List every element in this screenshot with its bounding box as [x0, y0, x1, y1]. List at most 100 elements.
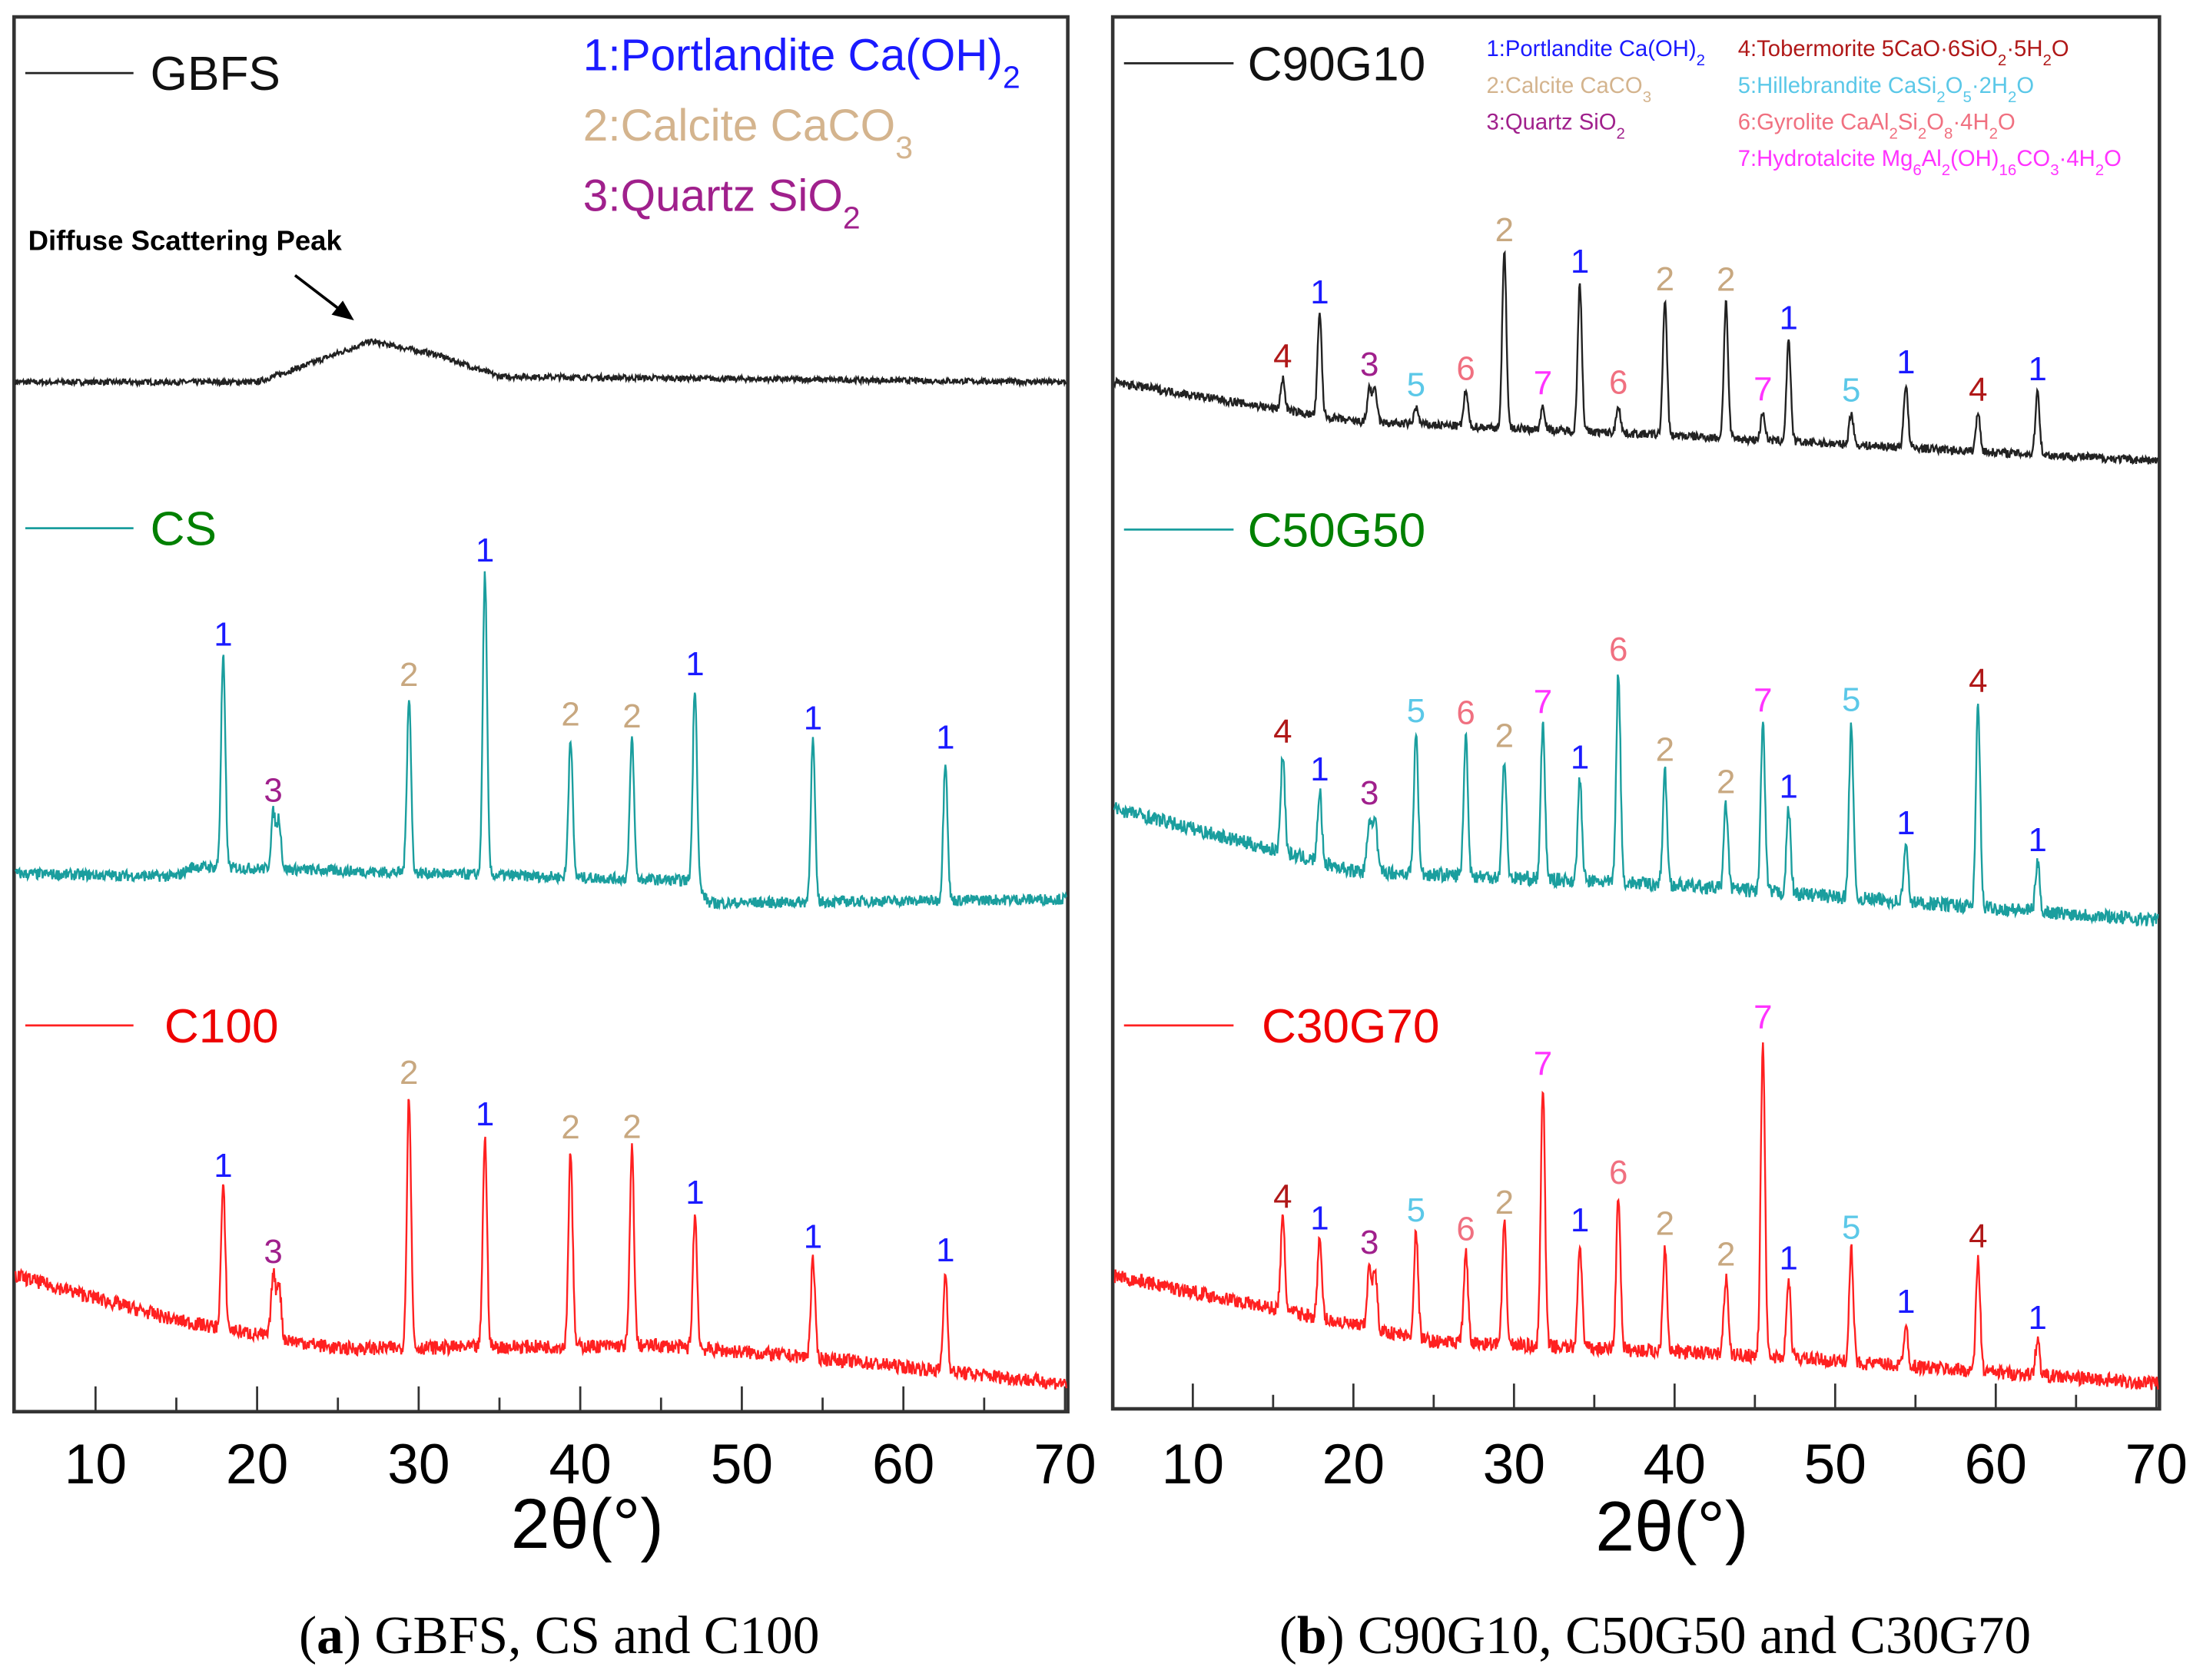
peak-label: 6 — [1456, 350, 1475, 388]
peak-label: 6 — [1609, 364, 1627, 402]
peak-label: 1 — [1571, 1201, 1589, 1239]
peak-label: 6 — [1456, 1211, 1475, 1248]
legend-subscript: 2 — [1998, 51, 2006, 69]
peak-label: 5 — [1842, 1208, 1860, 1246]
peak-label: 1 — [476, 532, 494, 569]
peak-label: 2 — [1656, 1205, 1674, 1243]
series-line-c90g10 — [1113, 250, 2159, 466]
peak-label: 1 — [1896, 343, 1915, 381]
peak-label: 4 — [1273, 338, 1292, 376]
legend-text: O — [1926, 110, 1944, 134]
series-line-c30g70 — [1113, 1042, 2159, 1390]
x-tick-label: 50 — [711, 1433, 773, 1496]
annotation-arrow — [294, 274, 354, 320]
x-tick-label: 20 — [226, 1433, 288, 1496]
series-legend-label: CS — [151, 503, 217, 556]
peak-label: 1 — [476, 1095, 494, 1133]
peak-label: 1 — [1896, 804, 1915, 842]
series-legend-label: C50G50 — [1248, 504, 1426, 557]
x-tick-label: 30 — [387, 1433, 450, 1496]
legend-text: CO — [2016, 147, 2050, 171]
legend-text: 3:Quartz SiO — [1486, 110, 1616, 134]
panel-a: 10 20 30 40 50 60 701:Portlandite Ca(OH)22:Cal… — [12, 15, 1097, 1496]
peak-label: 1 — [936, 1231, 954, 1269]
phase-legend-entry: 7:Hydrotalcite Mg6Al2(OH)16CO3·4H2O — [1738, 147, 2122, 179]
peak-label: 7 — [1534, 365, 1552, 403]
legend-text: 5:Hillebrandite CaSi — [1738, 74, 1937, 98]
peak-label: 5 — [1407, 1191, 1425, 1229]
legend-subscript: 2 — [2008, 88, 2016, 105]
peak-label: 1 — [1780, 1239, 1798, 1277]
caption-a-label: a — [317, 1606, 343, 1665]
peak-label: 1 — [804, 1218, 822, 1256]
legend-text: 1:Portlandite Ca(OH) — [1486, 37, 1696, 61]
legend-subscript: 3 — [1643, 88, 1651, 105]
legend-text: 3:Quartz SiO — [583, 171, 843, 220]
legend-subscript: 2 — [1936, 88, 1945, 105]
peak-label: 1 — [1896, 1283, 1915, 1320]
legend-subscript: 2 — [1918, 124, 1926, 142]
peak-label: 7 — [1534, 684, 1552, 721]
legend-text: 7:Hydrotalcite Mg — [1738, 147, 1913, 171]
peak-label: 2 — [1717, 764, 1735, 801]
peak-label: 5 — [1407, 692, 1425, 730]
x-tick-label: 60 — [872, 1433, 934, 1496]
phase-legend-entry: 5:Hillebrandite CaSi2O5·2H2O — [1738, 74, 2034, 106]
x-tick-label: 20 — [1322, 1433, 1385, 1496]
peak-label: 3 — [264, 1233, 282, 1271]
phase-legend-entry: 2:Calcite CaCO3 — [583, 101, 913, 165]
peak-label: 5 — [1407, 366, 1425, 404]
legend-subscript: 2 — [1889, 124, 1897, 142]
phase-legend-entry: 4:Tobermorite 5CaO·6SiO2·5H2O — [1738, 37, 2069, 69]
x-tick-label: 10 — [1162, 1433, 1224, 1496]
peak-label: 1 — [2028, 1299, 2046, 1337]
panel-b: 10 20 30 40 50 60 701:Portlandite Ca(OH)22:Cal… — [1110, 15, 2188, 1496]
series-legend-label: C100 — [164, 1000, 279, 1053]
series-line-cs — [15, 571, 1067, 910]
caption-b-text: ) C90G10, C50G50 and C30G70 — [1326, 1606, 2031, 1665]
peak-label: 2 — [622, 1108, 641, 1145]
peak-label: 1 — [2028, 821, 2046, 859]
peak-label: 2 — [400, 1054, 418, 1092]
legend-text: 2:Calcite CaCO — [583, 101, 895, 151]
peak-label: 1 — [1310, 1200, 1329, 1238]
legend-text: ·2H — [1972, 74, 2008, 98]
series-line-c50g50 — [1113, 674, 2159, 927]
plot-frame — [1110, 15, 2162, 1411]
phase-legend-entry: 3:Quartz SiO2 — [1486, 110, 1624, 142]
legend-subscript: 3 — [2050, 161, 2059, 178]
peak-label: 2 — [561, 1108, 579, 1146]
legend-text: ·4H — [1953, 110, 1989, 134]
peak-label: 1 — [1780, 299, 1798, 336]
peak-label: 2 — [1495, 1184, 1514, 1221]
legend-subscript: 16 — [1999, 161, 2017, 178]
legend-subscript: 2 — [1942, 161, 1950, 178]
peak-label: 5 — [1842, 681, 1860, 719]
legend-subscript: 2 — [1617, 124, 1625, 142]
peak-label: 2 — [622, 698, 641, 735]
peak-label: 4 — [1273, 1178, 1292, 1215]
peak-label: 4 — [1969, 662, 1987, 700]
series-line-c100 — [14, 1098, 1067, 1390]
peak-label: 7 — [1753, 999, 1772, 1036]
peak-label: 4 — [1273, 713, 1292, 751]
peak-label: 6 — [1609, 1154, 1627, 1191]
peak-label: 3 — [264, 771, 282, 809]
phase-legend-entry: 1:Portlandite Ca(OH)2 — [1486, 37, 1705, 69]
peak-label: 1 — [214, 1147, 232, 1185]
legend-text: 1:Portlandite Ca(OH) — [583, 31, 1003, 81]
caption-a-text: ) GBFS, CS and C100 — [343, 1606, 820, 1665]
x-tick-label: 70 — [2125, 1433, 2188, 1496]
peak-label: 2 — [561, 696, 579, 734]
plot-frame — [12, 15, 1070, 1413]
legend-subscript: 3 — [895, 130, 913, 165]
peak-label: 7 — [1753, 371, 1772, 409]
peak-label: 2 — [1717, 1236, 1735, 1274]
peak-label: 6 — [1609, 631, 1627, 668]
legend-text: O — [1998, 110, 2016, 134]
peak-label: 2 — [400, 656, 418, 694]
peak-label: 3 — [1360, 1224, 1379, 1261]
caption-a: (a) GBFS, CS and C100 — [299, 1606, 819, 1665]
caption-b: (b) C90G10, C50G50 and C30G70 — [1279, 1606, 2031, 1665]
